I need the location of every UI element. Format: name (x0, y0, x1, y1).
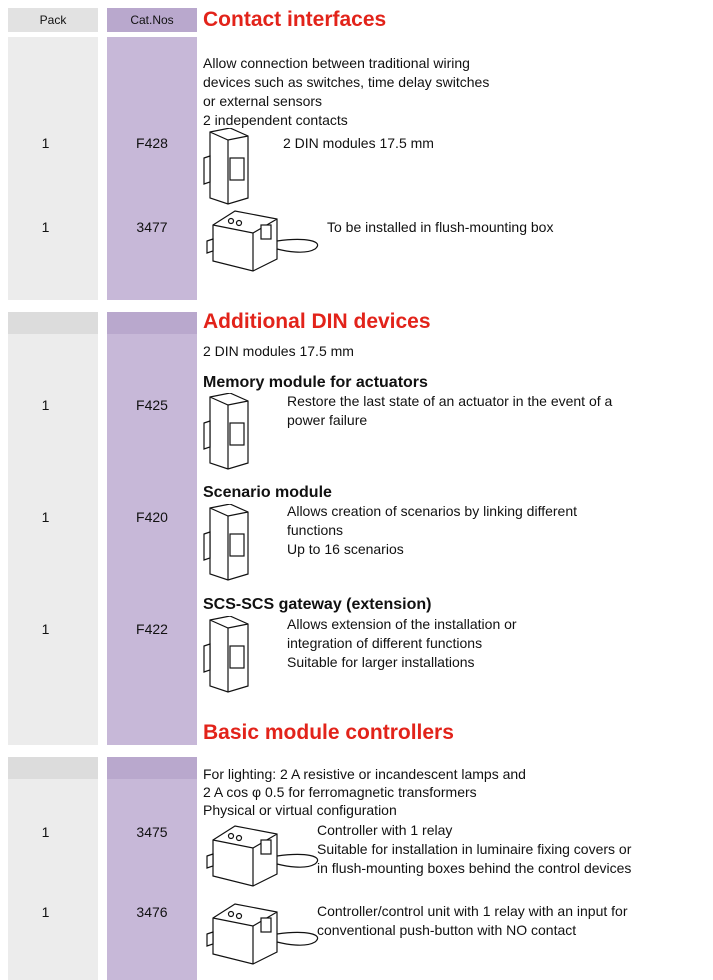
pack-header-cell (8, 8, 98, 32)
device-icon (206, 210, 318, 272)
icon-part (235, 834, 243, 842)
icon-part (229, 157, 245, 181)
pack-header: Pack (39, 13, 67, 27)
intro-line: Physical or virtual configuration (203, 802, 397, 818)
description-line: conventional push-button with NO contact (317, 922, 577, 938)
description-line: Suitable for installation in luminaire f… (317, 841, 632, 857)
pack-band (8, 757, 98, 779)
intro-line: Allow connection between traditional wir… (203, 55, 470, 71)
pack-column (8, 37, 98, 300)
description-line: Controller/control unit with 1 relay wit… (317, 903, 628, 919)
cat-column (107, 757, 197, 980)
description-line: functions (287, 522, 344, 538)
description-line: integration of different functions (287, 635, 483, 651)
description-line: 2 DIN modules 17.5 mm (283, 135, 434, 151)
section-title: Basic module controllers (203, 721, 454, 744)
description-line: Allows creation of scenarios by linking … (287, 503, 578, 519)
cat-no: F428 (136, 135, 168, 151)
item-name: Scenario module (203, 484, 332, 501)
icon-part (209, 504, 249, 581)
icon-part (203, 531, 211, 561)
icon-part (229, 422, 245, 446)
cat-header: Cat.Nos (130, 13, 174, 27)
pack: 1 (41, 824, 50, 840)
intro-line: devices such as switches, time delay swi… (203, 74, 490, 90)
device-icon (206, 903, 318, 965)
icon-part (276, 931, 318, 946)
intro-line: 2 DIN modules 17.5 mm (203, 343, 354, 359)
icon-part (206, 238, 214, 254)
icon-part (276, 853, 318, 868)
cat-band (107, 757, 197, 779)
item-name: SCS-SCS gateway (extension) (203, 596, 432, 613)
cat-column (107, 312, 197, 745)
cat-no: F420 (136, 509, 168, 525)
pack: 1 (41, 621, 50, 637)
pack: 1 (41, 135, 50, 151)
icon-part (209, 128, 249, 205)
icon-part (276, 238, 318, 253)
description-line: power failure (287, 412, 368, 428)
icon-part (260, 917, 272, 933)
icon-part (260, 224, 272, 240)
cat-band (107, 312, 197, 334)
description-line: To be installed in flush-mounting box (327, 219, 554, 235)
section-title: Contact interfaces (203, 8, 387, 31)
cat-no: F422 (136, 621, 168, 637)
icon-part (203, 155, 211, 185)
description-line: in flush-mounting boxes behind the contr… (317, 860, 632, 876)
intro-line: 2 A cos φ 0.5 for ferromagnetic transfor… (203, 784, 477, 800)
description-line: Allows extension of the installation or (287, 616, 517, 632)
device-icon (203, 128, 249, 205)
icon-part (235, 219, 243, 227)
cat-header-cell (107, 8, 197, 32)
cat-no: 3476 (136, 904, 168, 920)
icon-part (203, 420, 211, 450)
cat-no: 3475 (136, 824, 168, 840)
device-icon (203, 393, 249, 470)
cat-no: F425 (136, 397, 168, 413)
pack: 1 (41, 509, 50, 525)
icon-part (227, 832, 235, 840)
icon-part (203, 643, 211, 673)
device-icon (203, 504, 249, 581)
section-title: Additional DIN devices (203, 310, 431, 333)
pack: 1 (41, 904, 50, 920)
icon-part (229, 533, 245, 557)
pack: 1 (41, 219, 50, 235)
cat-no: 3477 (136, 219, 168, 235)
device-icon (206, 825, 318, 887)
icon-part (227, 217, 235, 225)
icon-part (260, 839, 272, 855)
icon-part (206, 931, 214, 947)
pack-band (8, 312, 98, 334)
description-line: Suitable for larger installations (287, 654, 475, 670)
description-line: Restore the last state of an actuator in… (287, 393, 613, 409)
item-name: Memory module for actuators (203, 374, 428, 391)
icon-part (227, 910, 235, 918)
pack-column (8, 312, 98, 745)
description-line: Controller with 1 relay (317, 822, 453, 838)
intro-line: 2 independent contacts (203, 112, 348, 128)
intro-line: For lighting: 2 A resistive or incandesc… (203, 766, 526, 782)
pack-column (8, 757, 98, 980)
cat-column (107, 37, 197, 300)
icon-part (209, 616, 249, 693)
intro-line: or external sensors (203, 93, 323, 109)
device-icon (203, 616, 249, 693)
icon-part (235, 912, 243, 920)
pack: 1 (41, 397, 50, 413)
icon-part (206, 853, 214, 869)
description-line: Up to 16 scenarios (287, 541, 404, 557)
icon-part (209, 393, 249, 470)
icon-part (229, 645, 245, 669)
